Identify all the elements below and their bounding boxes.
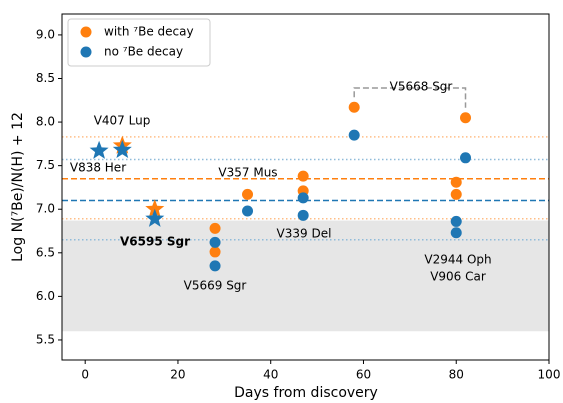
x-tick-label: 80 (449, 368, 464, 382)
point (460, 152, 472, 164)
plot-frame (61, 13, 550, 361)
annotation: V5668 Sgr (390, 80, 453, 94)
annotation: V2944 Oph (424, 253, 491, 267)
point (450, 215, 462, 227)
point (450, 176, 462, 188)
annotation: V339 Del (277, 227, 332, 241)
annotation: V357 Mus (218, 166, 277, 180)
x-tick-label: 0 (81, 368, 89, 382)
y-tick-label: 9.0 (36, 27, 55, 41)
x-tick-label: 20 (170, 368, 185, 382)
x-tick-label: 40 (263, 368, 278, 382)
annotation: V5669 Sgr (184, 279, 247, 293)
point (450, 227, 462, 239)
point (348, 101, 360, 113)
star-point (89, 140, 109, 159)
star-point (145, 199, 165, 218)
point (297, 170, 309, 182)
annotation: V407 Lup (94, 114, 151, 128)
point (460, 112, 472, 124)
y-tick-label: 7.0 (36, 202, 55, 216)
point (242, 205, 254, 217)
y-axis-label: Log N(⁷Be)/N(H) + 12 (10, 112, 26, 262)
point (209, 246, 221, 258)
star-point (145, 208, 165, 227)
x-tick-label: 60 (356, 368, 371, 382)
annotation: V906 Car (430, 270, 486, 284)
annotation: V6595 Sgr (120, 235, 190, 249)
y-tick-label: 5.5 (36, 332, 55, 346)
point (297, 192, 309, 204)
legend-box (67, 18, 211, 67)
legend-marker (80, 26, 92, 38)
legend-label: no ⁷Be decay (104, 45, 183, 59)
y-tick-label: 6.5 (36, 245, 55, 259)
annotation: V838 Her (70, 161, 126, 175)
legend-label: with ⁷Be decay (104, 25, 194, 39)
point (209, 236, 221, 248)
point (348, 129, 360, 141)
y-tick-label: 7.5 (36, 158, 55, 172)
annotation-bracket (353, 87, 467, 108)
y-tick-label: 8.5 (36, 71, 55, 85)
x-axis-label: Days from discovery (234, 385, 378, 401)
point (209, 260, 221, 272)
point (209, 222, 221, 234)
y-tick-label: 6.0 (36, 289, 55, 303)
y-tick-label: 8.0 (36, 115, 55, 129)
point (297, 209, 309, 221)
star-point (112, 140, 132, 158)
x-tick-label: 100 (538, 368, 561, 382)
point (450, 188, 462, 200)
point (242, 188, 254, 200)
legend-marker (80, 46, 92, 58)
